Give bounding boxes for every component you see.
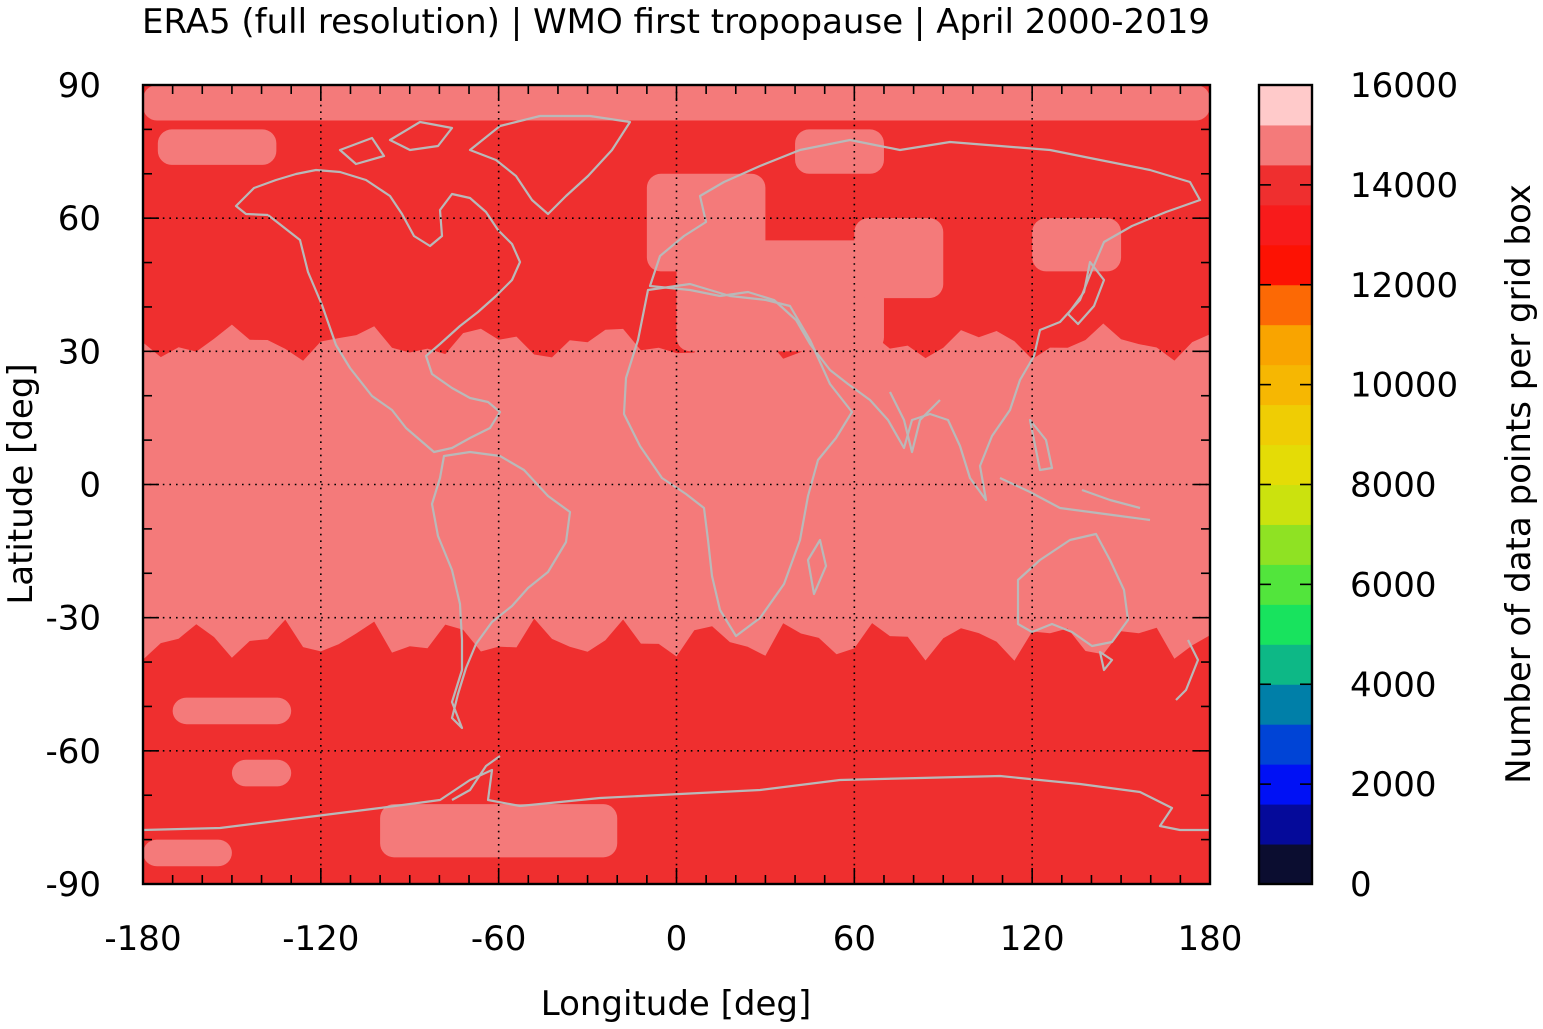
coastline-maritime-continent — [999, 418, 1151, 522]
colorbar-level-5 — [1259, 644, 1312, 685]
colorbar-level-13 — [1259, 324, 1312, 366]
coastline-antarctic-peninsula — [451, 755, 501, 801]
x-tick-label: 120 — [1000, 919, 1065, 959]
colorbar-tick-label: 10000 — [1350, 366, 1458, 406]
colorbar-level-19 — [1259, 85, 1312, 126]
light-patch-1 — [157, 129, 277, 165]
colorbar-level-3 — [1259, 724, 1312, 765]
coastline-africa — [622, 282, 854, 638]
y-tick-label: 60 — [58, 199, 101, 239]
x-tick-label: 180 — [1178, 919, 1243, 959]
y-tick-label: 30 — [58, 332, 101, 372]
coastline-madagascar — [806, 538, 828, 596]
colorbar-level-16 — [1259, 204, 1312, 246]
colorbar-level-10 — [1259, 444, 1312, 485]
y-axis-label: Latitude [deg] — [1, 363, 41, 604]
y-tick-label: 0 — [79, 466, 101, 506]
colorbar-tick-label: 16000 — [1350, 66, 1458, 106]
field-patches — [143, 85, 1210, 867]
coastline-antarctica — [143, 768, 1210, 832]
x-tick-label: -180 — [104, 919, 181, 959]
colorbar-tick-label: 0 — [1350, 865, 1372, 905]
y-tick-label: -90 — [45, 865, 101, 905]
colorbar-label: Number of data points per grid box — [1499, 184, 1539, 784]
x-tick-label: -120 — [282, 919, 359, 959]
coastline-greenland — [468, 114, 632, 216]
colorbar-level-0 — [1259, 844, 1312, 885]
coastline-canadian-arctic — [338, 120, 454, 166]
y-tick-label: -30 — [45, 599, 101, 639]
y-tick-label: 90 — [58, 66, 101, 106]
colorbar-level-6 — [1259, 604, 1312, 645]
x-tick-label: 60 — [833, 919, 876, 959]
colorbar-level-14 — [1259, 284, 1312, 326]
colorbar-level-9 — [1259, 484, 1312, 525]
y-axis-ticks: 90 60 30 0 -30 -60 -90 — [45, 66, 1210, 905]
colorbar-level-11 — [1259, 404, 1312, 446]
light-patch-2 — [557, 93, 647, 121]
coastline-north-america — [234, 168, 522, 454]
colorbar-level-4 — [1259, 684, 1312, 725]
colorbar-level-18 — [1259, 124, 1312, 166]
light-patch-6 — [854, 218, 944, 299]
light-patch-11 — [231, 759, 292, 787]
light-patch-4 — [676, 240, 884, 352]
coastline-new-zealand — [1175, 639, 1200, 701]
colorbar-tick-label: 8000 — [1350, 466, 1437, 506]
map-plot-area — [143, 85, 1210, 884]
x-axis-ticks: -180 -120 -60 0 60 120 180 — [104, 85, 1242, 959]
y-tick-label: -60 — [45, 732, 101, 772]
x-axis-label: Longitude [deg] — [541, 984, 812, 1024]
coastline-south-america — [430, 450, 572, 730]
x-tick-label: 0 — [666, 919, 688, 959]
grid-lines — [143, 85, 1210, 884]
light-patch-5 — [795, 129, 884, 174]
coastline-australia — [1016, 532, 1130, 672]
colorbar-tick-label: 14000 — [1350, 166, 1458, 206]
colorbar-level-15 — [1259, 244, 1312, 286]
coastlines — [143, 114, 1210, 832]
light-patch-10 — [172, 697, 292, 725]
colorbar-level-8 — [1259, 524, 1312, 565]
colorbar-ticks: 0 2000 4000 6000 8000 10000 12000 14000 16000 — [1259, 66, 1458, 905]
coastline-eurasia — [648, 138, 1202, 502]
coastline-india — [889, 391, 941, 454]
light-patch-9 — [143, 839, 232, 867]
coastline-japan — [1066, 260, 1106, 326]
x-tick-label: -60 — [471, 919, 527, 959]
light-patch-8 — [380, 804, 618, 858]
tropical-band — [143, 323, 1210, 661]
colorbar-level-1 — [1259, 804, 1312, 845]
chart-title: ERA5 (full resolution) | WMO first tropo… — [142, 2, 1210, 42]
colorbar-tick-label: 12000 — [1350, 266, 1458, 306]
colorbar-tick-label: 4000 — [1350, 665, 1437, 705]
colorbar — [1259, 85, 1312, 885]
colorbar-tick-label: 2000 — [1350, 765, 1437, 805]
light-patch-7 — [1032, 218, 1122, 272]
colorbar-tick-label: 6000 — [1350, 565, 1437, 605]
